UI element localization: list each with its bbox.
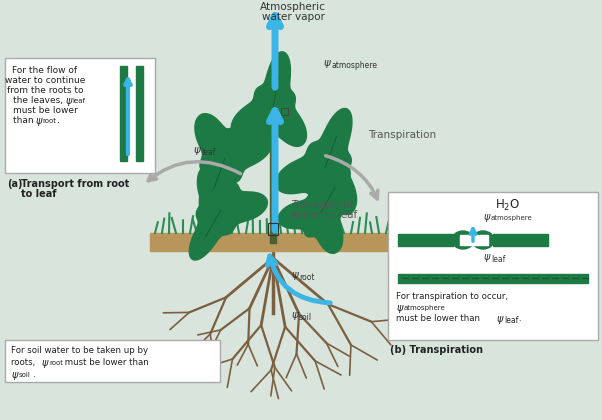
Ellipse shape — [452, 231, 474, 249]
Text: $\psi$: $\psi$ — [496, 314, 504, 326]
Text: $\psi$: $\psi$ — [483, 252, 492, 264]
Bar — [460, 235, 488, 245]
Text: $\psi$: $\psi$ — [65, 96, 73, 108]
Text: Transpiration: Transpiration — [368, 130, 436, 140]
Bar — [268, 223, 278, 235]
Text: water vapor: water vapor — [261, 12, 324, 22]
Text: $\psi$: $\psi$ — [193, 145, 202, 157]
Bar — [493, 234, 548, 246]
Text: from the roots to: from the roots to — [7, 86, 83, 95]
Text: .: . — [518, 314, 521, 323]
Text: root: root — [299, 273, 314, 282]
Polygon shape — [276, 108, 356, 215]
Text: .: . — [57, 116, 60, 125]
Text: $\psi$: $\psi$ — [483, 212, 492, 224]
Polygon shape — [231, 52, 306, 147]
Text: roots,: roots, — [11, 358, 38, 367]
Bar — [120, 66, 127, 161]
Text: than: than — [13, 116, 37, 125]
Text: (b) Transpiration: (b) Transpiration — [390, 345, 483, 355]
Text: root: root — [42, 118, 56, 124]
Text: H$_2$O: H$_2$O — [495, 198, 521, 213]
FancyBboxPatch shape — [5, 340, 220, 382]
Bar — [136, 66, 143, 161]
Text: For transpiration to occur,: For transpiration to occur, — [396, 292, 510, 301]
Bar — [398, 234, 453, 246]
Text: $\psi$: $\psi$ — [323, 58, 332, 70]
Text: water to continue: water to continue — [5, 76, 85, 85]
Text: soil: soil — [299, 313, 312, 322]
Text: atmosphere: atmosphere — [331, 61, 377, 70]
Ellipse shape — [472, 231, 494, 249]
Text: Atmospheric: Atmospheric — [260, 2, 326, 12]
Text: leaf: leaf — [504, 316, 518, 325]
Text: root: root — [49, 360, 63, 366]
Text: soil: soil — [19, 372, 31, 378]
Text: atmosphere: atmosphere — [404, 305, 445, 311]
Text: Transport of: Transport of — [291, 200, 353, 210]
Text: atmosphere: atmosphere — [491, 215, 533, 221]
Text: $\psi$: $\psi$ — [396, 303, 405, 315]
Bar — [150, 233, 390, 251]
Bar — [281, 108, 288, 115]
Text: For soil water to be taken up by: For soil water to be taken up by — [11, 346, 148, 355]
Text: water to leaf: water to leaf — [291, 210, 357, 220]
Text: leaf: leaf — [201, 148, 216, 157]
Text: $\psi$: $\psi$ — [291, 310, 300, 322]
Bar — [398, 274, 588, 283]
Text: leaf: leaf — [491, 255, 505, 264]
Text: Transport from root: Transport from root — [21, 179, 129, 189]
FancyBboxPatch shape — [388, 192, 598, 340]
Text: $\psi$: $\psi$ — [41, 358, 49, 370]
Text: must be lower than: must be lower than — [396, 314, 483, 323]
Polygon shape — [195, 114, 272, 215]
Text: leaf: leaf — [72, 98, 85, 104]
Text: must be lower: must be lower — [13, 106, 78, 115]
Text: must be lower than: must be lower than — [62, 358, 152, 367]
Text: $\psi$: $\psi$ — [35, 116, 43, 128]
Text: (a): (a) — [7, 179, 22, 189]
Text: the leaves,: the leaves, — [13, 96, 66, 105]
Polygon shape — [278, 166, 350, 253]
Text: $\psi$: $\psi$ — [11, 370, 20, 382]
Text: For the flow of: For the flow of — [13, 66, 78, 75]
FancyBboxPatch shape — [5, 58, 155, 173]
Bar — [270, 95, 276, 243]
Text: to leaf: to leaf — [21, 189, 57, 199]
Text: $\psi$: $\psi$ — [291, 270, 300, 282]
Text: .: . — [32, 370, 35, 379]
Polygon shape — [189, 165, 267, 260]
